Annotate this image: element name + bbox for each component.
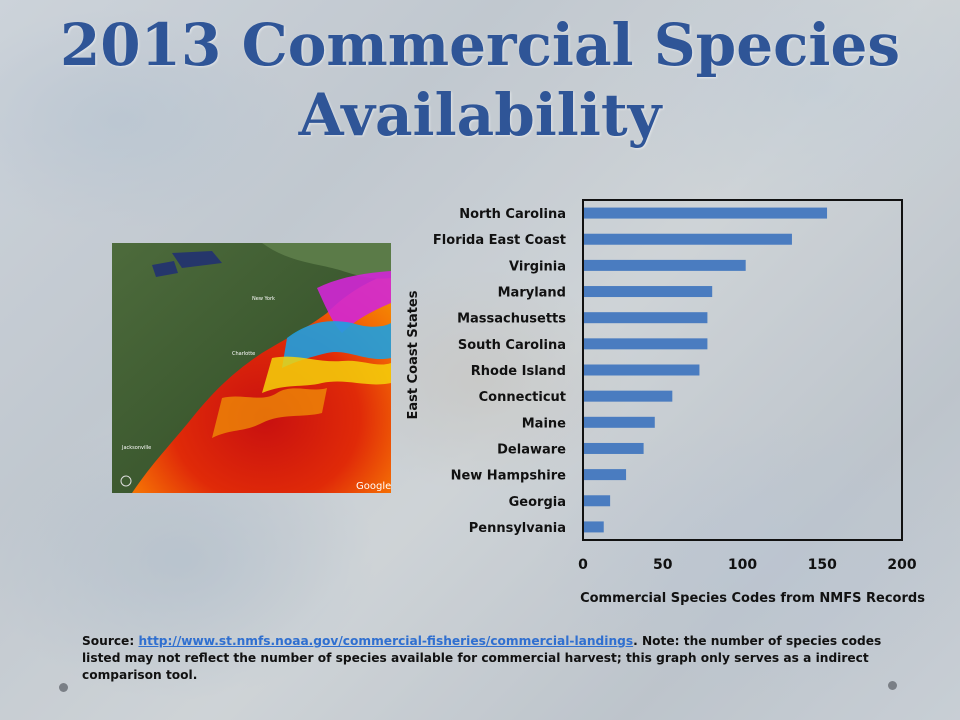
category-label: Florida East Coast bbox=[433, 233, 566, 248]
bar-chart: North Carolina Florida East Coast Virginia… bbox=[400, 185, 940, 615]
category-label: Maryland bbox=[498, 286, 566, 301]
bars-layer bbox=[584, 207, 828, 533]
compass-icon bbox=[120, 475, 132, 487]
category-labels: North Carolina Florida East Coast Virginia… bbox=[433, 207, 566, 536]
category-label: Pennsylvania bbox=[469, 521, 566, 536]
bar-pennsylvania bbox=[584, 521, 604, 533]
satellite-map-graphic: Charlotte Jacksonville New York Google bbox=[112, 243, 391, 493]
x-tick-label: 0 bbox=[578, 557, 588, 573]
title-line-1: 2013 Commercial Species bbox=[59, 11, 901, 79]
x-tick-label: 200 bbox=[887, 557, 916, 573]
category-label: Virginia bbox=[509, 259, 566, 274]
map-google-logo: Google bbox=[356, 481, 391, 492]
bar-florida-east-coast bbox=[584, 233, 792, 245]
map-label-jacksonville: Jacksonville bbox=[121, 445, 151, 451]
bar-virginia bbox=[584, 259, 746, 271]
bar-north-carolina bbox=[584, 207, 828, 219]
category-label: Rhode Island bbox=[471, 364, 566, 379]
satellite-sea-temperature-map: Charlotte Jacksonville New York Google bbox=[112, 243, 391, 493]
source-link[interactable]: http://www.st.nmfs.noaa.gov/commercial-f… bbox=[138, 634, 634, 648]
plot-frame bbox=[582, 199, 903, 541]
bullet-dot-left bbox=[59, 683, 68, 692]
x-tick-label: 150 bbox=[808, 557, 837, 573]
category-label: Massachusetts bbox=[457, 312, 566, 327]
bar-maryland bbox=[584, 286, 713, 298]
bar-connecticut bbox=[584, 390, 673, 402]
map-label-new-york: New York bbox=[252, 296, 275, 302]
y-axis-title: East Coast States bbox=[406, 290, 421, 419]
source-disclaimer: . Note: the number of species codes list… bbox=[82, 634, 882, 682]
category-label: Connecticut bbox=[479, 390, 566, 405]
category-label: New Hampshire bbox=[451, 469, 567, 484]
bullet-dot-right bbox=[888, 681, 897, 690]
x-tick-label: 100 bbox=[728, 557, 757, 573]
bar-south-carolina bbox=[584, 338, 708, 350]
bar-massachusetts bbox=[584, 312, 708, 324]
bar-new-hampshire bbox=[584, 469, 627, 481]
category-label: South Carolina bbox=[458, 338, 566, 353]
bar-georgia bbox=[584, 495, 611, 507]
source-prefix: Source: bbox=[82, 634, 139, 648]
bar-chart-svg: North Carolina Florida East Coast Virginia… bbox=[406, 199, 925, 606]
x-axis-title: Commercial Species Codes from NMFS Recor… bbox=[580, 591, 925, 606]
source-note: Source: http://www.st.nmfs.noaa.gov/comm… bbox=[82, 633, 882, 684]
title-line-2: Availability bbox=[298, 81, 662, 149]
x-tick-label: 50 bbox=[653, 557, 673, 573]
map-label-charlotte: Charlotte bbox=[232, 351, 255, 357]
x-tick-labels: 0 50 100 150 200 bbox=[578, 557, 917, 573]
category-label: North Carolina bbox=[459, 207, 566, 222]
bar-maine bbox=[584, 416, 655, 428]
bar-rhode-island bbox=[584, 364, 700, 376]
category-label: Delaware bbox=[497, 442, 566, 457]
category-label: Georgia bbox=[509, 495, 566, 510]
page-title: 2013 Commercial Species Availability bbox=[0, 10, 960, 150]
bar-delaware bbox=[584, 442, 644, 454]
category-label: Maine bbox=[522, 416, 566, 431]
